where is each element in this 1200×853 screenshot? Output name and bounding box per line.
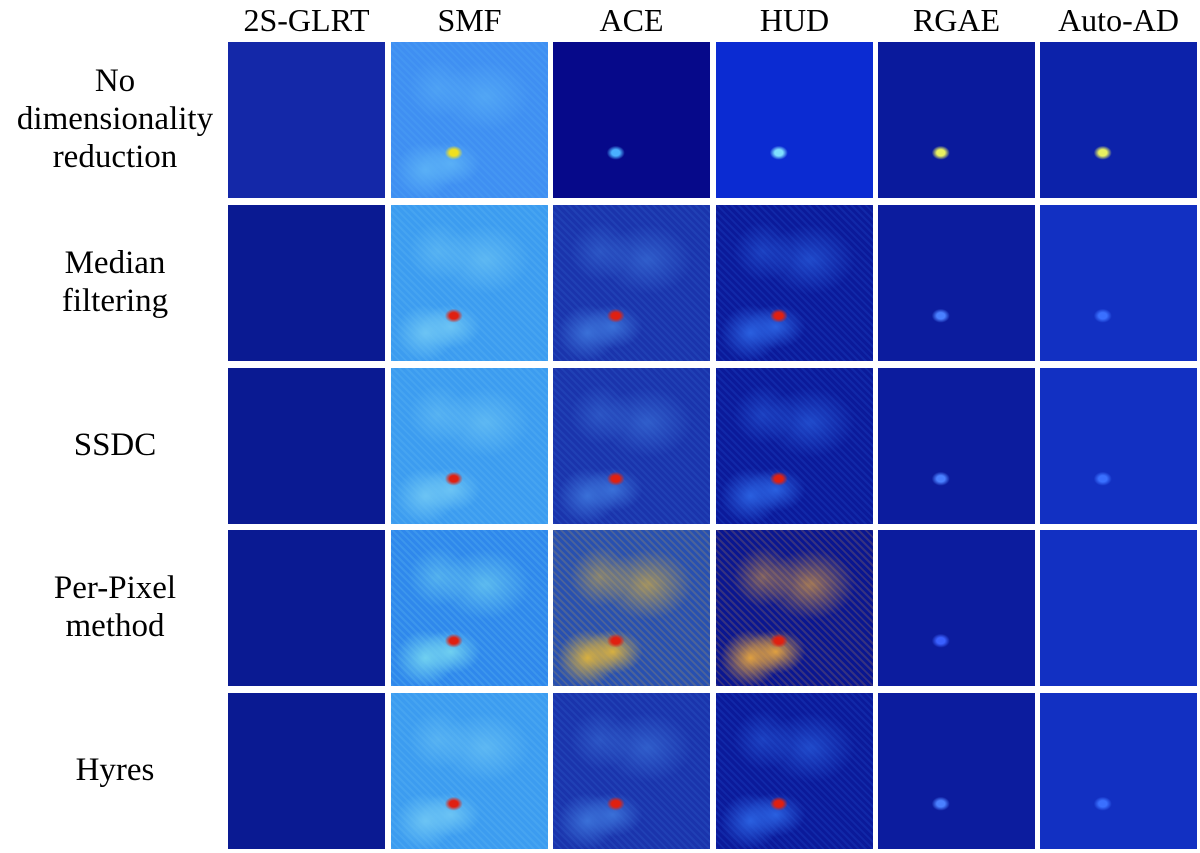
column-header: 2S-GLRT	[243, 2, 370, 38]
column-header: Auto-AD	[1058, 2, 1179, 38]
detection-map	[553, 42, 710, 198]
row-label: No dimensionality reduction	[16, 63, 214, 175]
detection-map	[553, 368, 710, 524]
detection-map	[553, 693, 710, 849]
column-header: HUD	[759, 2, 830, 38]
detection-map	[1040, 693, 1197, 849]
detection-map	[716, 205, 873, 361]
detection-map	[1040, 205, 1197, 361]
detection-map	[228, 42, 385, 198]
detection-map	[553, 205, 710, 361]
detection-map	[878, 205, 1035, 361]
detection-map	[228, 693, 385, 849]
detection-map	[553, 530, 710, 686]
detection-map	[391, 530, 548, 686]
detection-map	[716, 42, 873, 198]
detection-map	[878, 42, 1035, 198]
detection-map	[1040, 530, 1197, 686]
row-label: Hyres	[75, 752, 155, 789]
column-header: SMF	[437, 2, 502, 38]
detection-map	[391, 205, 548, 361]
detection-map	[228, 530, 385, 686]
detection-map	[228, 205, 385, 361]
detection-map	[391, 693, 548, 849]
detection-map	[716, 530, 873, 686]
detection-map	[878, 368, 1035, 524]
detection-map	[716, 693, 873, 849]
column-header: RGAE	[912, 2, 1001, 38]
row-label: Per-Pixel method	[53, 570, 177, 644]
detection-map	[391, 42, 548, 198]
detection-map	[228, 368, 385, 524]
detection-map	[1040, 368, 1197, 524]
detection-map	[1040, 42, 1197, 198]
detection-map	[391, 368, 548, 524]
detection-map	[878, 693, 1035, 849]
row-label: SSDC	[73, 427, 157, 464]
detection-map	[878, 530, 1035, 686]
row-label: Median filtering	[61, 245, 169, 319]
detection-map	[716, 368, 873, 524]
column-header: ACE	[599, 2, 664, 38]
